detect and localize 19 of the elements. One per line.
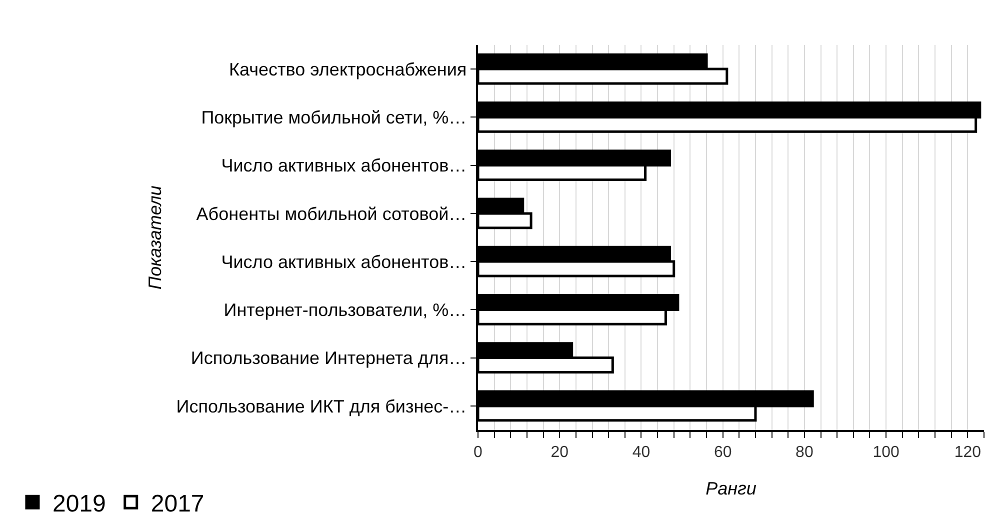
y-tick-label: Использование Интернета для… bbox=[190, 348, 467, 368]
x-tick-label: 120 bbox=[954, 444, 982, 461]
x-tick-label: 40 bbox=[632, 444, 650, 461]
x-tick-label: 100 bbox=[872, 444, 900, 461]
legend-label: 2019 bbox=[52, 490, 106, 518]
x-tick-label: 60 bbox=[714, 444, 732, 461]
x-tick-label: 0 bbox=[474, 444, 483, 461]
y-tick-label: Покрытие мобильной сети, %… bbox=[201, 107, 467, 128]
y-tick-label: Число активных абонентов… bbox=[221, 156, 467, 176]
y-tick-label: Интернет-пользователи, %… bbox=[224, 300, 467, 320]
y-tick-label: Использование ИКТ для бизнес-… bbox=[176, 396, 467, 416]
y-tick-label: Качество электроснабжения bbox=[229, 59, 467, 80]
legend-label: 2017 bbox=[150, 490, 204, 518]
y-axis-title: Показатели bbox=[144, 186, 165, 290]
y-tick-label: Абоненты мобильной сотовой… bbox=[196, 204, 467, 224]
x-tick-label: 80 bbox=[796, 444, 814, 461]
x-axis-title: Ранги bbox=[706, 478, 756, 498]
y-tick-label: Число активных абонентов… bbox=[221, 252, 467, 272]
x-tick-label: 20 bbox=[550, 444, 569, 461]
